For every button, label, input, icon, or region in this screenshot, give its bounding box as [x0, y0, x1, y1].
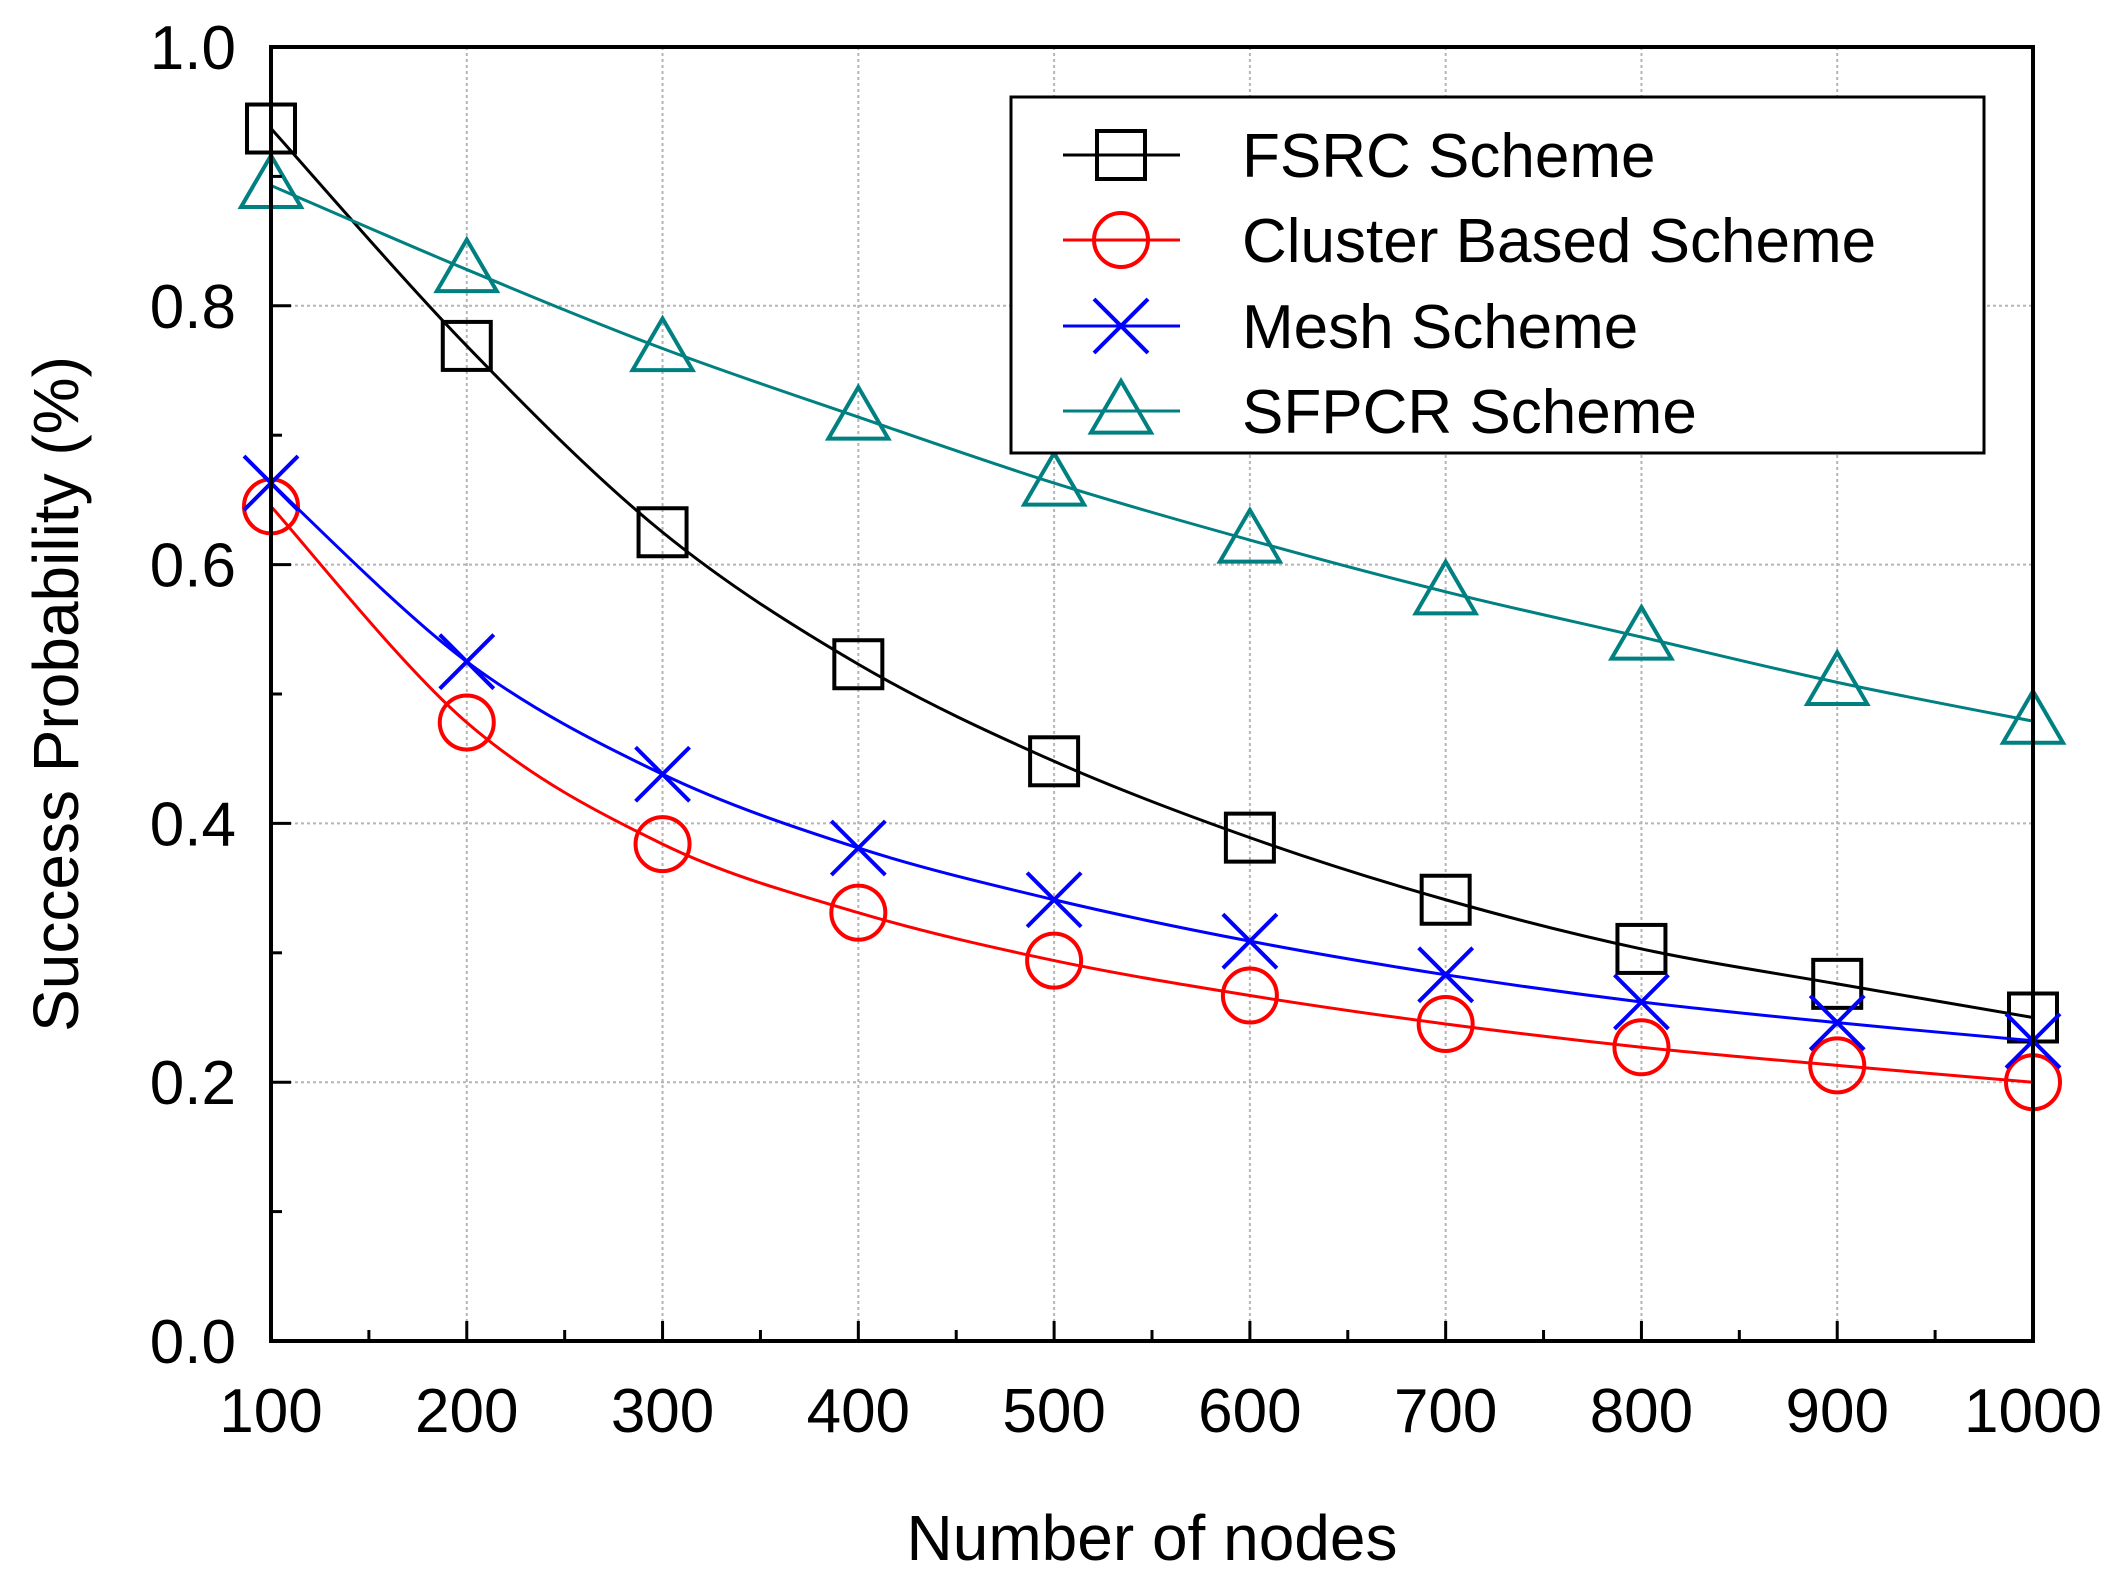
square-marker — [1811, 957, 1864, 1010]
x-tick-label: 600 — [1198, 1377, 1301, 1446]
axis-ticks — [269, 45, 2035, 1343]
legend-label-sfpcr-scheme: SFPCR Scheme — [1242, 378, 1697, 447]
x-axis-title: Number of nodes — [907, 1502, 1398, 1574]
y-tick-labels: 0.0 0.2 0.4 0.6 0.8 1.0 — [150, 14, 236, 1377]
circle-marker — [1025, 931, 1084, 990]
triangle-marker — [1803, 648, 1871, 706]
square-marker — [1095, 129, 1147, 181]
x-tick-label: 900 — [1785, 1377, 1888, 1446]
circle-marker — [829, 883, 888, 942]
x-marker — [1221, 912, 1279, 970]
triangle-marker — [1412, 557, 1480, 616]
circle-marker — [1092, 211, 1150, 269]
triangle-marker — [1020, 449, 1088, 507]
square-marker — [636, 506, 689, 559]
x-tick-label: 200 — [415, 1377, 518, 1446]
cluster-based-scheme-line — [269, 505, 2034, 1084]
mesh-scheme-line — [269, 481, 2034, 1043]
triangle-marker — [629, 314, 697, 373]
square-marker — [1028, 735, 1081, 788]
series-group — [237, 102, 2067, 1112]
square-marker — [1419, 873, 1472, 926]
y-tick-label: 0.6 — [150, 532, 236, 601]
legend-label-mesh-scheme: Mesh Scheme — [1242, 293, 1638, 362]
x-marker — [829, 819, 887, 877]
x-tick-labels: 100 200 300 400 500 600 700 800 900 1000 — [219, 1377, 2102, 1446]
square-marker — [1615, 922, 1668, 975]
x-tick-label: 100 — [219, 1377, 322, 1446]
legend: FSRC Scheme Cluster Based Scheme Mesh Sche… — [1009, 95, 1986, 455]
triangle-marker — [1216, 506, 1284, 564]
x-tick-label: 800 — [1590, 1377, 1693, 1446]
x-marker — [1808, 994, 1866, 1052]
y-tick-label: 0.0 — [150, 1308, 236, 1377]
x-marker — [634, 745, 691, 803]
x-marker — [1092, 297, 1150, 355]
x-marker — [1025, 871, 1083, 929]
square-marker — [832, 638, 885, 691]
x-tick-label: 500 — [1002, 1377, 1105, 1446]
x-marker — [438, 633, 496, 691]
y-tick-label: 1.0 — [150, 14, 236, 83]
circle-marker — [1220, 966, 1279, 1025]
x-tick-label: 700 — [1394, 1377, 1497, 1446]
triangle-marker — [1607, 603, 1675, 661]
x-marker — [1417, 946, 1475, 1004]
triangle-marker — [1087, 377, 1155, 435]
y-axis-title: Success Probability (%) — [20, 356, 92, 1032]
x-tick-label: 1000 — [1964, 1377, 2102, 1446]
circle-marker — [633, 815, 692, 874]
legend-label-cluster-based-scheme: Cluster Based Scheme — [1242, 207, 1876, 276]
triangle-marker — [433, 235, 501, 294]
y-tick-label: 0.8 — [150, 273, 236, 342]
sfpcr-scheme-line — [270, 184, 2034, 723]
y-tick-label: 0.2 — [150, 1049, 236, 1118]
circle-marker — [1808, 1036, 1867, 1095]
y-tick-label: 0.4 — [150, 790, 236, 859]
x-tick-label: 400 — [807, 1377, 910, 1446]
triangle-marker — [824, 383, 892, 441]
legend-label-fsrc-scheme: FSRC Scheme — [1242, 122, 1655, 191]
circle-marker — [1612, 1018, 1671, 1077]
x-tick-label: 300 — [611, 1377, 714, 1446]
square-marker — [440, 319, 493, 372]
x-marker — [1613, 973, 1670, 1031]
fsrc-scheme-line — [269, 127, 2034, 1019]
circle-marker — [1416, 994, 1475, 1053]
circle-marker — [437, 693, 496, 752]
square-marker — [1223, 811, 1276, 864]
